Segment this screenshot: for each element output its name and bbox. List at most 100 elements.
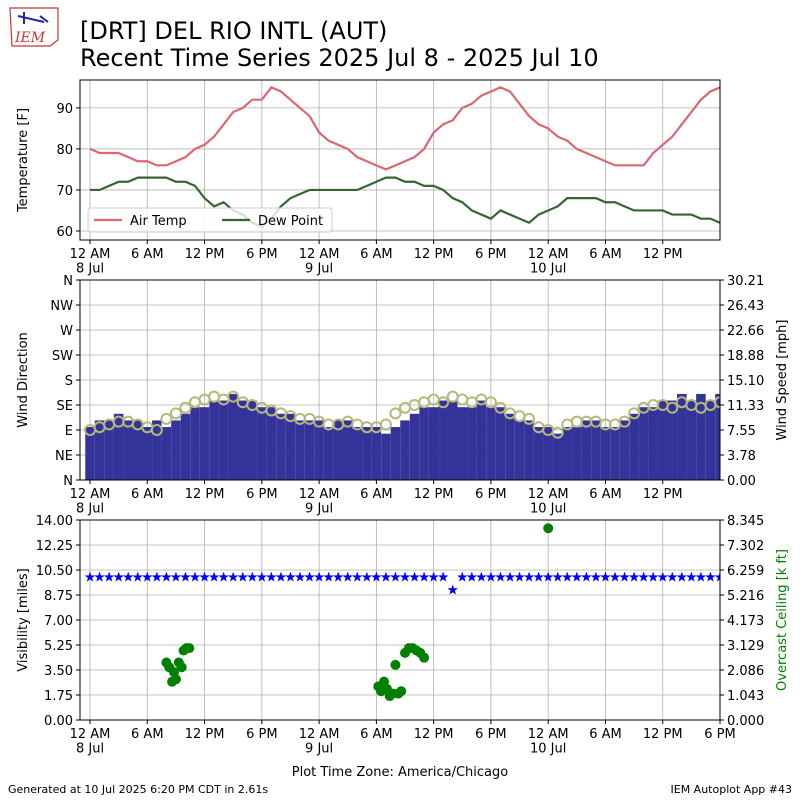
wind-speed-bar — [562, 427, 573, 480]
visibility-point — [686, 571, 697, 582]
visibility-point — [705, 571, 716, 582]
x-tick-label: 12 PM — [643, 487, 683, 502]
visibility-point — [199, 571, 210, 582]
wind-speed-bar — [457, 407, 468, 480]
legend-box — [87, 207, 333, 233]
wind-speed-bar — [199, 407, 210, 480]
legend: Air Temp Dew Point — [87, 207, 333, 233]
y-tick-label: 10.50 — [36, 564, 73, 579]
visibility-point — [514, 571, 525, 582]
visibility-point — [285, 571, 296, 582]
x-tick-label: 6 AM — [131, 487, 164, 502]
x-tick-label: 12 AM 10 Jul — [528, 487, 569, 516]
visibility-point — [103, 571, 115, 582]
y2-tick-label: 1.043 — [727, 689, 764, 704]
y2-tick-label: 0.000 — [727, 714, 764, 729]
logo-text: IEM — [14, 30, 46, 46]
y-tick-label: 3.50 — [44, 664, 73, 679]
ceiling-point — [396, 686, 407, 697]
wind-speed-bar — [333, 420, 343, 480]
visibility-point — [189, 571, 201, 582]
wind-direction-point — [666, 401, 679, 414]
wind-direction-point — [150, 424, 163, 436]
y-tick-label: NW — [50, 299, 73, 314]
y2-tick-label: 26.43 — [727, 299, 764, 314]
visibility-point — [113, 571, 124, 582]
x-tick-label: 6 AM — [589, 487, 622, 502]
wind-speed-bar — [247, 400, 258, 480]
visibility-point — [533, 571, 544, 582]
x-tick-label: 6 AM — [131, 727, 164, 742]
wind-speed-bar — [237, 400, 248, 480]
visibility-point — [208, 571, 220, 582]
y-tick-label: 12.25 — [36, 539, 73, 554]
y-tick-label: 90 — [56, 102, 73, 117]
wind-speed-bar — [218, 400, 229, 480]
footer-right: IEM Autoplot App #43 — [671, 783, 793, 796]
x-tick-label: 12 PM — [643, 727, 683, 742]
y2-tick-label: 3.129 — [727, 639, 764, 654]
y-tick-label: 7.00 — [44, 614, 73, 629]
panel: 12 AM 8 Jul 6 AM 12 PM 6 PM 12 AM 9 Jul 6 AM 12 … — [16, 274, 790, 516]
wind-direction-point — [179, 401, 192, 414]
visibility-point — [256, 571, 268, 582]
visibility-point — [466, 571, 478, 582]
y-tick-label: 60 — [56, 225, 73, 240]
wind-direction-point — [208, 390, 221, 403]
wind-direction-point — [628, 407, 641, 420]
visibility-point — [390, 571, 401, 582]
visibility-point — [504, 571, 516, 582]
wind-speed-bar — [428, 407, 439, 480]
ceiling-point — [390, 659, 401, 670]
wind-speed-bar — [85, 427, 95, 480]
wind-direction-point — [189, 396, 202, 409]
visibility-point — [428, 571, 439, 582]
wind-speed-bar — [113, 413, 124, 480]
wind-speed-bar — [409, 413, 420, 480]
wind-speed-bar — [285, 413, 296, 480]
x-tick-label: 12 PM — [185, 487, 225, 502]
visibility-point — [237, 571, 248, 582]
x-tick-label: 6 PM — [475, 247, 506, 262]
panel: 12 AM 8 Jul 6 AM 12 PM 6 PM 12 AM 9 Jul 6 AM 12 … — [16, 514, 790, 780]
panel: 12 AM 8 Jul 6 AM 12 PM 6 PM 12 AM 9 Jul 6 AM 12 … — [16, 79, 721, 276]
y2-tick-label: 11.33 — [727, 399, 764, 414]
wind-speed-bar — [323, 427, 334, 480]
y2-tick-label: 7.302 — [727, 539, 764, 554]
wind-direction-point — [570, 415, 583, 428]
wind-speed-bar — [505, 413, 515, 480]
wind-speed-bar — [132, 420, 143, 480]
wind-speed-bar — [533, 427, 544, 480]
wind-direction-point — [456, 393, 469, 406]
wind-speed-bar — [180, 413, 191, 480]
wind-speed-bar — [581, 420, 592, 480]
x-tick-label: 12 AM 10 Jul — [528, 247, 569, 276]
visibility-point — [571, 571, 583, 582]
wind-speed-bar — [486, 407, 496, 480]
visibility-point — [581, 571, 592, 582]
visibility-point — [628, 571, 640, 582]
wind-direction-point — [551, 426, 564, 439]
x-tick-label: 12 PM — [414, 247, 454, 262]
y-tick-label: E — [65, 424, 73, 439]
y-axis-label: Visibility [miles] — [16, 568, 31, 671]
visibility-point — [552, 571, 563, 582]
wind-speed-bar — [352, 427, 363, 480]
legend-label: Dew Point — [258, 214, 323, 229]
visibility-point — [542, 571, 554, 582]
x-tick-label: 12 AM 8 Jul — [70, 727, 111, 756]
x-tick-label: 6 PM — [704, 727, 735, 742]
visibility-point — [313, 571, 325, 582]
y-tick-label: N — [63, 474, 73, 489]
visibility-point — [332, 571, 344, 582]
y-tick-label: W — [60, 324, 73, 339]
line — [89, 86, 720, 171]
wind-speed-bar — [610, 427, 620, 480]
visibility-point — [523, 571, 535, 582]
visibility-point — [409, 571, 420, 582]
ceiling-point — [176, 662, 187, 673]
footer-left: Generated at 10 Jul 2025 6:20 PM CDT in … — [8, 783, 268, 796]
wind-speed-bar — [142, 427, 153, 480]
ceiling-point — [419, 652, 430, 663]
wind-direction-point — [227, 390, 240, 403]
